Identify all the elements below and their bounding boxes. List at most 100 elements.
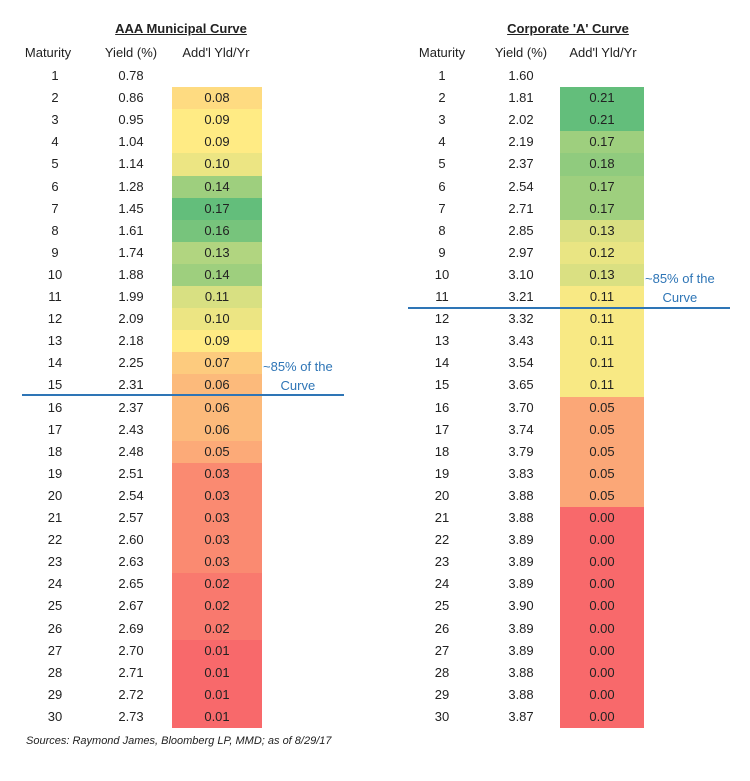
muni-yield-cell: 2.51: [118, 465, 144, 481]
corp-maturity-cell: 26: [434, 620, 450, 636]
corp-addl-cell: 0.11: [560, 352, 644, 375]
corp-maturity-cell: 23: [434, 554, 450, 570]
muni-addl-cell: 0.03: [172, 484, 262, 508]
corp-yield-cell: 3.70: [508, 399, 534, 415]
corp-addl-value: 0.11: [589, 355, 615, 371]
muni-addl-value: 0.06: [204, 421, 230, 437]
muni-addl-value: 0.02: [204, 620, 230, 636]
muni-addl-cell: 0.13: [172, 241, 262, 265]
muni-maturity-cell: 21: [47, 510, 63, 525]
muni-yield-cell: 2.09: [118, 311, 144, 327]
muni-maturity-cell: 30: [47, 708, 63, 724]
corp-maturity-cell: 19: [434, 465, 450, 481]
muni-addl-cell: 0.11: [172, 286, 262, 309]
corp-addl-cell: 0.13: [560, 263, 644, 287]
muni-maturity-cell: 11: [48, 289, 62, 304]
muni-maturity-cell: 9: [51, 244, 59, 260]
muni-maturity-cell: 28: [47, 664, 63, 680]
muni-addl-value: 0.16: [204, 222, 230, 238]
muni-addl-cell: 0.09: [172, 131, 262, 154]
muni-addl-value: 0.09: [204, 134, 230, 150]
corp-title: Corporate 'A' Curve: [507, 21, 629, 36]
muni-addl-cell: 0.02: [172, 617, 262, 641]
muni-yield-cell: 2.57: [118, 510, 144, 525]
muni-maturity-cell: 26: [47, 620, 63, 636]
muni-yield-cell: 2.70: [118, 642, 144, 658]
corp-addl-cell: 0.05: [560, 440, 644, 464]
corp-yield-cell: 3.88: [508, 510, 534, 525]
corp-addl-cell: 0.00: [560, 617, 644, 641]
corp-yield-cell: 3.74: [508, 421, 534, 437]
corp-85pct-note-line1: ~85% of the: [645, 271, 715, 286]
muni-yield-cell: 1.99: [118, 289, 144, 304]
corp-85pct-divider: [408, 307, 730, 309]
muni-yield-cell: 1.88: [118, 266, 144, 282]
corp-yield-cell: 3.89: [508, 532, 534, 548]
corp-maturity-cell: 28: [434, 664, 450, 680]
corp-addl-value: 0.00: [589, 686, 615, 702]
muni-addl-cell: 0.06: [172, 396, 262, 420]
corp-addl-value: 0.05: [589, 487, 615, 503]
corp-addl-value: 0.21: [589, 112, 615, 128]
muni-yield-cell: 2.71: [118, 664, 144, 680]
corp-addl-value: 0.00: [589, 664, 615, 680]
muni-addl-value: 0.17: [204, 200, 230, 216]
corp-addl-cell: 0.21: [560, 87, 644, 110]
corp-yield-cell: 3.43: [508, 333, 534, 349]
corp-maturity-cell: 7: [438, 200, 446, 216]
muni-addl-value: 0.10: [204, 156, 230, 172]
muni-yield-cell: 2.25: [118, 355, 144, 371]
muni-addl-cell: 0.09: [172, 330, 262, 353]
muni-addl-value: 0.03: [204, 465, 230, 481]
corp-addl-cell: 0.11: [560, 374, 644, 397]
corp-addl-cell: 0.18: [560, 153, 644, 176]
corp-addl-value: 0.00: [589, 576, 615, 592]
muni-addl-value: 0.10: [204, 311, 230, 327]
corp-85pct-note: ~85% of the Curve: [645, 269, 715, 307]
muni-maturity-cell: 12: [47, 311, 63, 327]
corp-yield-cell: 3.88: [508, 487, 534, 503]
muni-maturity-cell: 13: [47, 333, 63, 349]
muni-addl-cell: 0.02: [172, 595, 262, 618]
corp-addl-cell: 0.17: [560, 197, 644, 221]
corp-header-maturity: Maturity: [418, 45, 466, 60]
muni-yield-cell: 2.65: [118, 576, 144, 592]
muni-maturity-cell: 22: [47, 532, 63, 548]
muni-addl-value: 0.05: [204, 443, 230, 459]
corp-addl-cell: 0.00: [560, 683, 644, 707]
corp-addl-cell: 0.17: [560, 175, 644, 199]
muni-yield-cell: 2.31: [118, 377, 144, 393]
muni-85pct-note-line1: ~85% of the: [263, 359, 333, 374]
muni-maturity-cell: 2: [51, 90, 59, 106]
corp-addl-cell: 0.11: [560, 308, 644, 331]
corp-addl-cell: 0.21: [560, 109, 644, 132]
corp-addl-cell: 0.05: [560, 462, 644, 486]
muni-addl-value: 0.09: [204, 333, 230, 349]
corp-addl-value: 0.11: [589, 377, 615, 393]
corp-yield-cell: 2.71: [508, 200, 534, 216]
corp-addl-value: 0.18: [589, 156, 615, 172]
corp-maturity-cell: 14: [434, 355, 450, 371]
muni-addl-value: 0.11: [204, 289, 230, 304]
muni-addl-value: 0.02: [204, 598, 230, 614]
muni-addl-cell: 0.05: [172, 440, 262, 464]
corp-addl-value: 0.00: [589, 642, 615, 658]
corp-yield-cell: 2.02: [508, 112, 534, 128]
corp-maturity-cell: 20: [434, 487, 450, 503]
corp-addl-cell: 0.05: [560, 484, 644, 508]
muni-maturity-cell: 6: [51, 178, 59, 194]
muni-addl-value: 0.03: [204, 510, 230, 525]
muni-addl-value: 0.13: [204, 244, 230, 260]
corp-addl-value: 0.00: [589, 510, 615, 525]
muni-addl-value: 0.01: [204, 686, 230, 702]
corp-addl-value: 0.13: [589, 266, 615, 282]
muni-yield-cell: 2.72: [118, 686, 144, 702]
muni-maturity-cell: 27: [47, 642, 63, 658]
corp-addl-cell: 0.00: [560, 507, 644, 530]
muni-addl-value: 0.09: [204, 112, 230, 128]
muni-yield-cell: 0.95: [118, 112, 144, 128]
muni-yield-cell: 2.67: [118, 598, 144, 614]
corp-yield-cell: 3.32: [508, 311, 534, 327]
muni-addl-cell: 0.07: [172, 352, 262, 375]
muni-maturity-cell: 23: [47, 554, 63, 570]
